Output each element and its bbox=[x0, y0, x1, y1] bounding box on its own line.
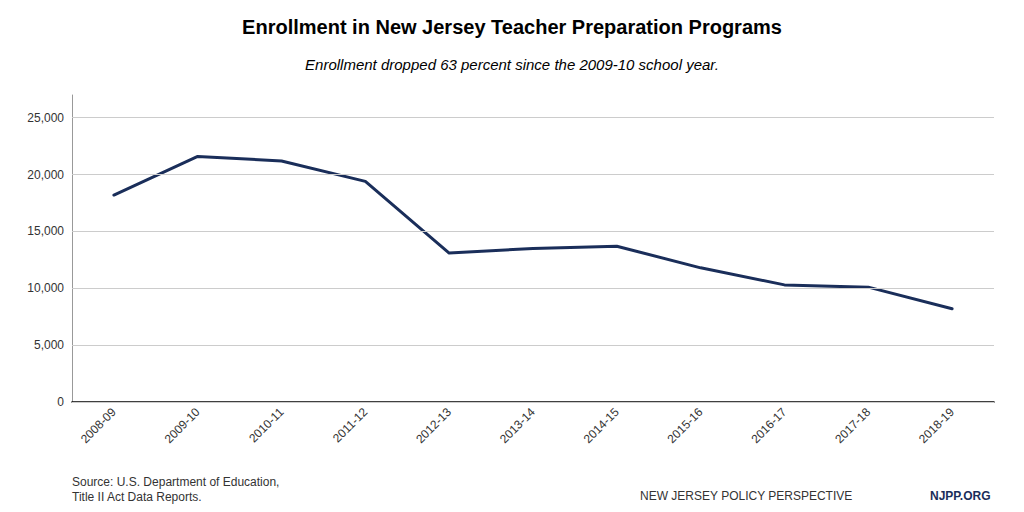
svg-text:2011-12: 2011-12 bbox=[330, 405, 371, 446]
svg-text:Enrollment dropped 63 percent: Enrollment dropped 63 percent since the … bbox=[305, 56, 719, 73]
svg-text:15,000: 15,000 bbox=[27, 224, 64, 238]
svg-text:2013-14: 2013-14 bbox=[497, 405, 538, 446]
svg-text:2016-17: 2016-17 bbox=[748, 405, 789, 446]
svg-text:2015-16: 2015-16 bbox=[665, 405, 706, 446]
svg-text:2009-10: 2009-10 bbox=[162, 405, 203, 446]
svg-text:2012-13: 2012-13 bbox=[413, 405, 454, 446]
svg-text:Enrollment in New Jersey Teach: Enrollment in New Jersey Teacher Prepara… bbox=[242, 16, 782, 38]
svg-text:0: 0 bbox=[57, 395, 64, 409]
svg-text:2017-18: 2017-18 bbox=[832, 405, 873, 446]
svg-text:NJPP.ORG: NJPP.ORG bbox=[930, 489, 990, 503]
svg-text:20,000: 20,000 bbox=[27, 168, 64, 182]
svg-text:NEW JERSEY POLICY PERSPECTIVE: NEW JERSEY POLICY PERSPECTIVE bbox=[640, 489, 852, 503]
svg-text:10,000: 10,000 bbox=[27, 281, 64, 295]
svg-text:2010-11: 2010-11 bbox=[246, 405, 287, 446]
svg-text:2014-15: 2014-15 bbox=[581, 405, 622, 446]
svg-text:Source: U.S. Department of Edu: Source: U.S. Department of Education, bbox=[72, 475, 279, 489]
svg-text:25,000: 25,000 bbox=[27, 111, 64, 125]
svg-text:Title II Act Data Reports.: Title II Act Data Reports. bbox=[72, 490, 202, 504]
svg-text:2018-19: 2018-19 bbox=[916, 405, 957, 446]
svg-text:5,000: 5,000 bbox=[34, 338, 64, 352]
svg-text:2008-09: 2008-09 bbox=[78, 405, 119, 446]
